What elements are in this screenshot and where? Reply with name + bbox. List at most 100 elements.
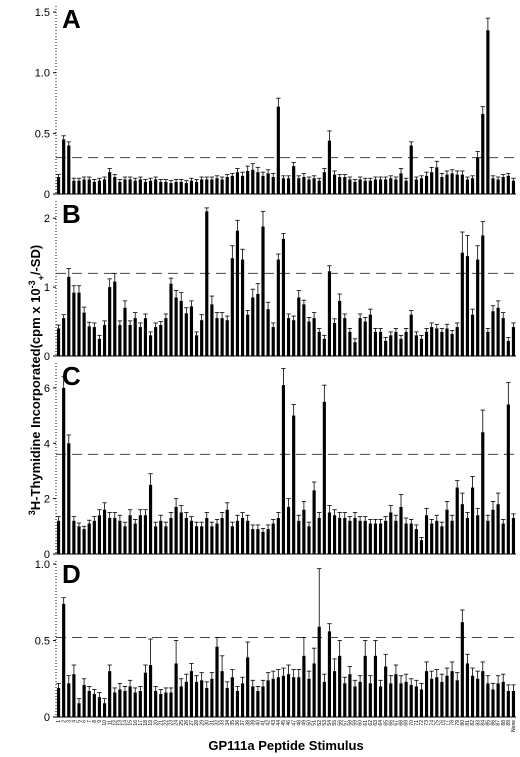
x-tick-label: 78	[450, 720, 456, 726]
bar	[164, 692, 168, 717]
bar	[72, 292, 76, 356]
bar	[481, 432, 485, 554]
bar	[210, 678, 214, 717]
y-tick-label: 4	[44, 438, 50, 450]
bar	[225, 320, 229, 356]
x-tick-label: 82	[470, 720, 476, 726]
bar	[77, 180, 81, 194]
bar	[113, 177, 117, 194]
bar	[210, 526, 214, 554]
x-tick-label: 2	[61, 720, 67, 723]
bar	[373, 523, 378, 554]
bar	[271, 523, 275, 554]
x-tick-label: 12	[112, 720, 118, 726]
bar	[404, 331, 408, 356]
bar	[235, 691, 240, 717]
bar	[460, 504, 464, 554]
bar	[460, 174, 464, 194]
bar	[148, 180, 153, 194]
bar	[358, 520, 362, 554]
bar	[399, 506, 403, 554]
bar	[108, 518, 112, 554]
x-tick-label: 32	[215, 720, 221, 726]
bar	[292, 320, 296, 356]
y-tick-label: 1.5	[35, 7, 50, 19]
x-tick-label: 39	[250, 720, 256, 726]
bar	[343, 683, 347, 717]
bar	[281, 238, 286, 356]
x-tick-label: 71	[414, 720, 420, 726]
bar	[511, 327, 516, 356]
x-tick-label: 40	[255, 720, 261, 726]
x-tick-label: 41	[261, 720, 267, 726]
bar	[67, 443, 71, 554]
y-tick-label: 0	[44, 712, 50, 724]
bar	[230, 677, 234, 717]
bar	[87, 326, 91, 356]
bar	[271, 177, 275, 194]
y-tick-label: 1.0	[35, 559, 50, 571]
bar	[424, 331, 429, 356]
bar	[389, 178, 393, 194]
x-axis-label: GP111a Peptide Stimulus	[208, 738, 363, 753]
bar	[440, 526, 444, 554]
bar	[189, 671, 194, 717]
x-tick-label: 77	[445, 720, 451, 726]
x-tick-label: 14	[123, 720, 129, 726]
x-tick-label: 55	[332, 720, 338, 726]
bar	[445, 174, 449, 194]
bar	[281, 178, 286, 194]
bar	[363, 180, 367, 194]
x-tick-label: 57	[342, 720, 348, 726]
x-tick-label: 34	[225, 720, 231, 726]
bar	[205, 687, 209, 717]
bar	[240, 683, 245, 717]
bar	[312, 178, 316, 194]
bar	[154, 526, 158, 554]
x-tick-label: 46	[286, 720, 292, 726]
bar	[128, 179, 132, 194]
bar	[113, 518, 117, 554]
bar	[332, 515, 337, 554]
bar	[302, 655, 306, 717]
bar	[261, 686, 265, 717]
x-tick-label: 87	[496, 720, 502, 726]
bar	[286, 674, 291, 717]
bar	[496, 683, 500, 717]
bar	[189, 306, 194, 356]
bar	[154, 691, 158, 717]
bar	[506, 404, 510, 554]
bar	[97, 515, 102, 554]
bar	[169, 183, 173, 194]
bar	[373, 331, 378, 356]
x-tick-label: 47	[291, 720, 297, 726]
bar	[511, 691, 516, 717]
x-tick-label: 69	[404, 720, 410, 726]
bar	[302, 509, 306, 554]
bar	[133, 523, 137, 554]
bar	[297, 520, 301, 554]
bar	[307, 678, 311, 717]
bar	[353, 686, 357, 717]
bar	[220, 671, 224, 717]
bar	[409, 523, 413, 554]
bar	[215, 178, 219, 194]
x-tick-label: 76	[439, 720, 445, 726]
x-tick-label: 66	[388, 720, 394, 726]
bar	[82, 312, 86, 356]
bar	[297, 178, 301, 194]
bar	[205, 179, 209, 194]
bar	[72, 520, 76, 554]
bar	[394, 179, 398, 194]
bar	[169, 518, 173, 554]
bar	[292, 415, 296, 554]
bar	[384, 520, 388, 554]
bar	[363, 520, 367, 554]
panel-label: A	[62, 4, 81, 34]
bar	[261, 175, 265, 194]
x-tick-label: 31	[209, 720, 215, 726]
bar	[302, 304, 306, 356]
bar	[251, 686, 255, 717]
y-axis-label-main: H-Thymidine Incorporated(cpm x 10	[28, 288, 43, 510]
x-tick-label: 62	[368, 720, 374, 726]
